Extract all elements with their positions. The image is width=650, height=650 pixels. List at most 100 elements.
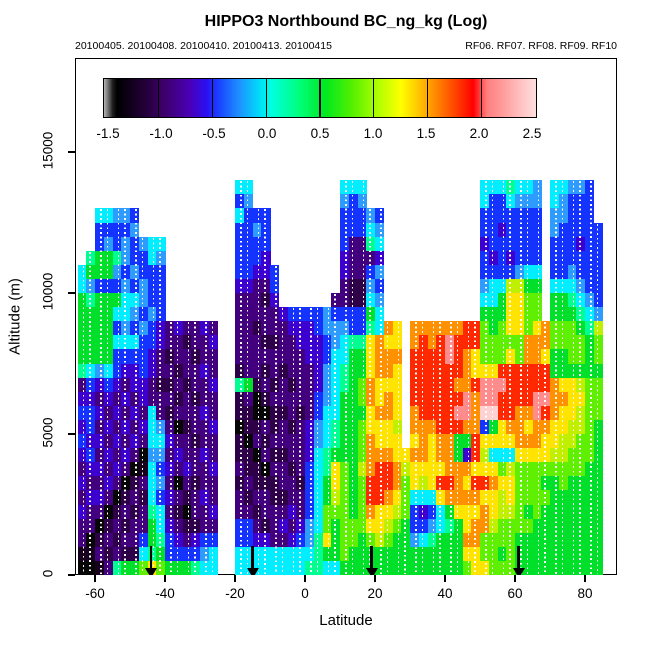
heatmap-cell [471, 490, 481, 505]
heatmap-cell [121, 222, 131, 238]
heatmap-cell [550, 490, 560, 505]
heatmap-cell [243, 504, 253, 520]
flight-track-line [415, 322, 417, 574]
heatmap-cell [593, 462, 603, 477]
heatmap-cell [156, 434, 166, 449]
heatmap-cell [532, 236, 542, 252]
heatmap-cell [331, 560, 341, 575]
heatmap-cell [366, 377, 376, 393]
heatmap-cell [182, 504, 192, 520]
heatmap-cell [112, 448, 122, 463]
heatmap-cell [86, 391, 96, 407]
heatmap-cell [287, 419, 297, 435]
heatmap-cell [567, 293, 577, 308]
heatmap-cell [322, 546, 332, 562]
heatmap-cell [340, 560, 350, 575]
heatmap-cell [86, 462, 96, 477]
heatmap-cell [261, 462, 271, 477]
heatmap-cell [340, 250, 350, 266]
heatmap-cell [252, 264, 262, 280]
heatmap-cell [585, 560, 595, 575]
heatmap-cell [182, 476, 192, 491]
heatmap-cell [322, 490, 332, 505]
heatmap-cell [357, 419, 367, 435]
heatmap-cell [252, 476, 262, 491]
flight-track-line [544, 322, 546, 574]
heatmap-cell [593, 264, 603, 280]
heatmap-cell [270, 278, 280, 294]
heatmap-cell [593, 222, 603, 238]
heatmap-cell [95, 250, 105, 266]
y-axis-tick-label: 15000 [40, 131, 56, 170]
heatmap-cell [593, 476, 603, 491]
heatmap-cell [445, 321, 455, 336]
heatmap-cell [278, 490, 288, 505]
heatmap-cell [576, 180, 586, 195]
heatmap-cell [77, 518, 87, 534]
heatmap-cell [550, 532, 560, 548]
heatmap-cell [523, 264, 533, 280]
flight-track-line [292, 308, 295, 574]
heatmap-cell [173, 321, 183, 336]
heatmap-cell [191, 490, 201, 505]
heatmap-cell [77, 264, 87, 280]
heatmap-cell [453, 532, 463, 548]
heatmap-cell [252, 208, 262, 223]
heatmap-cell [497, 560, 507, 575]
heatmap-cell [331, 448, 341, 463]
heatmap-cell [86, 518, 96, 534]
heatmap-cell [392, 462, 402, 477]
heatmap-cell [121, 307, 131, 322]
heatmap-cell [313, 490, 323, 505]
heatmap-cell [252, 335, 262, 350]
heatmap-cell [296, 349, 306, 364]
heatmap-cell [235, 264, 245, 280]
heatmap-cell [480, 405, 490, 421]
heatmap-cell [278, 405, 288, 421]
flight-track-line [572, 181, 575, 574]
heatmap-cell [558, 546, 568, 562]
heatmap-cell [462, 419, 472, 435]
heatmap-cell [488, 405, 498, 421]
heatmap-cell [523, 349, 533, 364]
heatmap-cell [112, 278, 122, 294]
heatmap-cell [130, 405, 140, 421]
heatmap-cell [506, 278, 516, 294]
heatmap-cell [95, 391, 105, 407]
heatmap-cell [208, 476, 218, 491]
heatmap-cell [261, 419, 271, 435]
heatmap-cell [515, 448, 525, 463]
heatmap-cell [366, 250, 376, 266]
heatmap-cell [471, 546, 481, 562]
heatmap-cell [270, 476, 280, 491]
heatmap-cell [427, 476, 437, 491]
heatmap-cell [523, 194, 533, 209]
heatmap-cell [147, 419, 157, 435]
heatmap-cell [558, 236, 568, 252]
heatmap-cell [550, 250, 560, 266]
heatmap-cell [497, 490, 507, 505]
heatmap-cell [200, 321, 210, 336]
y-axis-tick [68, 574, 75, 576]
flight-track-line [124, 209, 126, 574]
heatmap-cell [480, 250, 490, 266]
heatmap-cell [532, 321, 542, 336]
heatmap-cell [138, 434, 148, 449]
heatmap-cell [357, 293, 367, 308]
heatmap-cell [156, 391, 166, 407]
heatmap-cell [532, 448, 542, 463]
heatmap-cell [375, 236, 385, 252]
heatmap-cell [488, 222, 498, 238]
heatmap-cell [392, 448, 402, 463]
heatmap-cell [480, 293, 490, 308]
heatmap-cell [278, 335, 288, 350]
heatmap-cell [305, 546, 315, 562]
heatmap-cell [471, 377, 481, 393]
heatmap-cell [576, 335, 586, 350]
heatmap-cell [296, 532, 306, 548]
heatmap-cell [558, 462, 568, 477]
heatmap-cell [138, 321, 148, 336]
heatmap-cell [252, 293, 262, 308]
heatmap-cell [576, 377, 586, 393]
heatmap-cell [208, 504, 218, 520]
